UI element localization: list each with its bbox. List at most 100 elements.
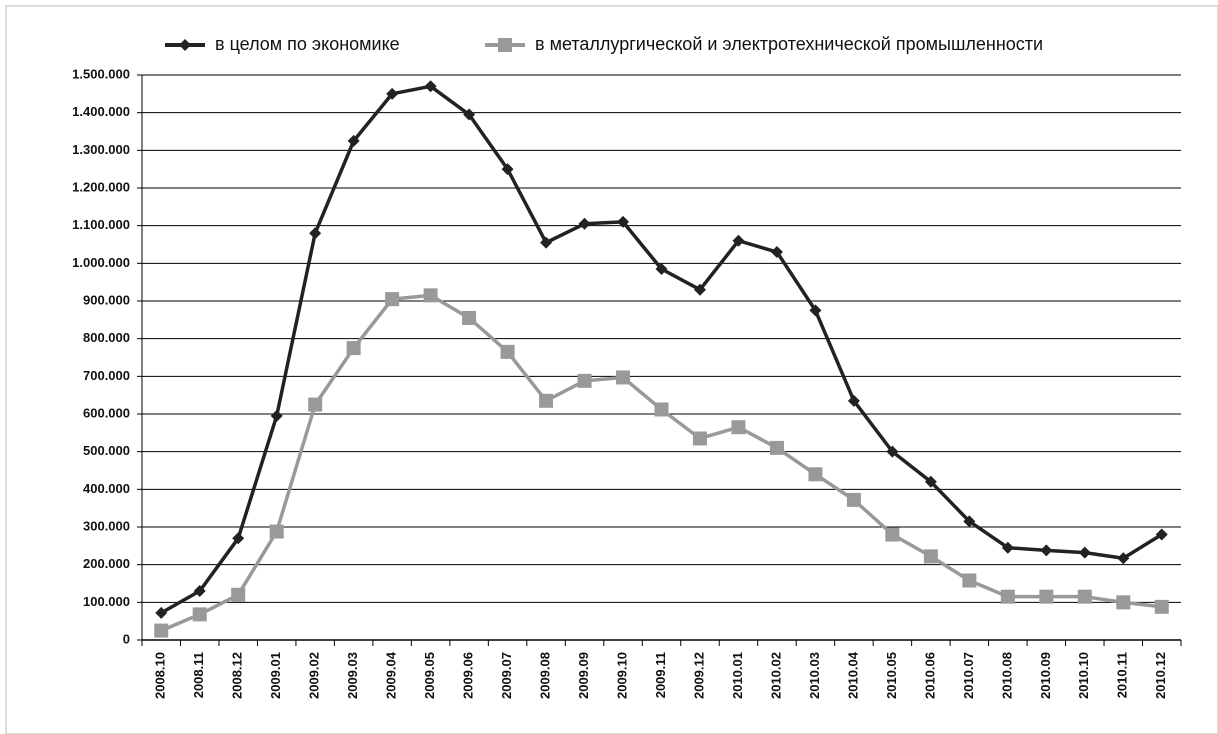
marker: [962, 573, 977, 588]
x-tick-label: 2010.03: [807, 652, 822, 699]
marker: [232, 532, 245, 545]
marker: [1117, 552, 1130, 565]
marker: [269, 524, 284, 539]
marker: [654, 402, 669, 417]
y-tick-label: 1.000.000: [72, 255, 130, 270]
x-tick-label: 2010.07: [961, 652, 976, 699]
x-tick-label: 2010.12: [1153, 652, 1168, 699]
x-tick-label: 2009.10: [614, 652, 629, 699]
y-tick-label: 1.100.000: [72, 217, 130, 232]
marker: [423, 288, 438, 303]
x-tick-label: 2010.04: [845, 651, 860, 699]
series-line: [160, 84, 1163, 615]
series-line: [160, 293, 1162, 633]
marker: [732, 234, 745, 247]
x-tick-label: 2009.07: [499, 652, 514, 699]
y-tick-label: 300.000: [83, 518, 130, 533]
marker: [616, 370, 631, 385]
marker: [885, 527, 900, 542]
y-tick-label: 1.500.000: [72, 66, 130, 81]
marker: [578, 217, 591, 230]
x-tick-label: 2008.10: [153, 652, 168, 699]
y-tick-label: 1.200.000: [72, 179, 130, 194]
marker: [1039, 589, 1054, 604]
marker: [424, 80, 437, 93]
x-tick-label: 2009.12: [691, 652, 706, 699]
x-tick-label: 2010.10: [1076, 652, 1091, 699]
marker: [347, 134, 360, 147]
marker: [386, 87, 399, 100]
marker: [769, 440, 784, 455]
marker: [270, 409, 283, 422]
y-tick-label: 700.000: [83, 368, 130, 383]
marker: [809, 304, 822, 317]
marker: [155, 606, 168, 619]
marker: [1000, 589, 1015, 604]
x-tick-label: 2009.06: [461, 652, 476, 699]
x-tick-label: 2010.05: [884, 652, 899, 699]
marker: [692, 431, 707, 446]
marker: [847, 394, 860, 407]
x-tick-label: 2010.01: [730, 652, 745, 699]
marker: [1077, 589, 1092, 604]
y-tick-label: 600.000: [83, 405, 130, 420]
x-tick-label: 2009.03: [345, 652, 360, 699]
x-tick-label: 2010.06: [922, 652, 937, 699]
marker: [154, 623, 169, 638]
y-tick-label: 800.000: [83, 330, 130, 345]
marker: [808, 467, 823, 482]
marker: [846, 492, 861, 507]
marker: [577, 373, 592, 388]
marker: [1040, 544, 1053, 557]
marker: [1078, 546, 1091, 559]
marker: [731, 420, 746, 435]
y-tick-label: 1.300.000: [72, 142, 130, 157]
x-tick-label: 2009.08: [537, 652, 552, 699]
marker: [693, 283, 706, 296]
marker: [500, 344, 515, 359]
marker: [1155, 528, 1168, 541]
marker: [963, 515, 976, 528]
marker: [463, 108, 476, 121]
marker: [924, 475, 937, 488]
legend-marker: [179, 39, 191, 51]
x-tick-label: 2009.02: [307, 652, 322, 699]
marker: [617, 215, 630, 228]
marker: [1001, 541, 1014, 554]
marker: [770, 246, 783, 259]
x-tick-label: 2010.02: [768, 652, 783, 699]
marker: [886, 445, 899, 458]
marker: [655, 262, 668, 275]
marker: [346, 341, 361, 356]
x-tick-label: 2010.11: [1115, 652, 1130, 698]
y-tick-label: 500.000: [83, 443, 130, 458]
y-tick-label: 900.000: [83, 292, 130, 307]
x-tick-label: 2009.11: [653, 652, 668, 698]
marker: [1154, 599, 1169, 614]
marker: [385, 292, 400, 307]
x-tick-label: 2009.04: [384, 651, 399, 699]
y-tick-label: 400.000: [83, 481, 130, 496]
marker: [1116, 595, 1131, 610]
legend-label: в металлургической и электротехнической …: [535, 34, 1043, 54]
legend-marker: [498, 38, 512, 52]
x-tick-label: 2009.05: [422, 652, 437, 699]
marker: [462, 310, 477, 325]
x-tick-label: 2010.08: [999, 652, 1014, 699]
x-tick-label: 2009.01: [268, 652, 283, 699]
marker: [192, 607, 207, 622]
marker: [309, 227, 322, 240]
marker: [308, 397, 323, 412]
marker: [539, 393, 554, 408]
x-tick-label: 2008.11: [191, 652, 206, 698]
x-tick-label: 2008.12: [230, 652, 245, 699]
marker: [193, 585, 206, 598]
marker: [231, 587, 246, 602]
y-tick-label: 100.000: [83, 594, 130, 609]
y-tick-label: 0: [123, 631, 130, 646]
x-tick-label: 2009.09: [576, 652, 591, 699]
frame: [5, 5, 1218, 734]
marker: [501, 163, 514, 176]
x-tick-label: 2010.09: [1038, 652, 1053, 699]
